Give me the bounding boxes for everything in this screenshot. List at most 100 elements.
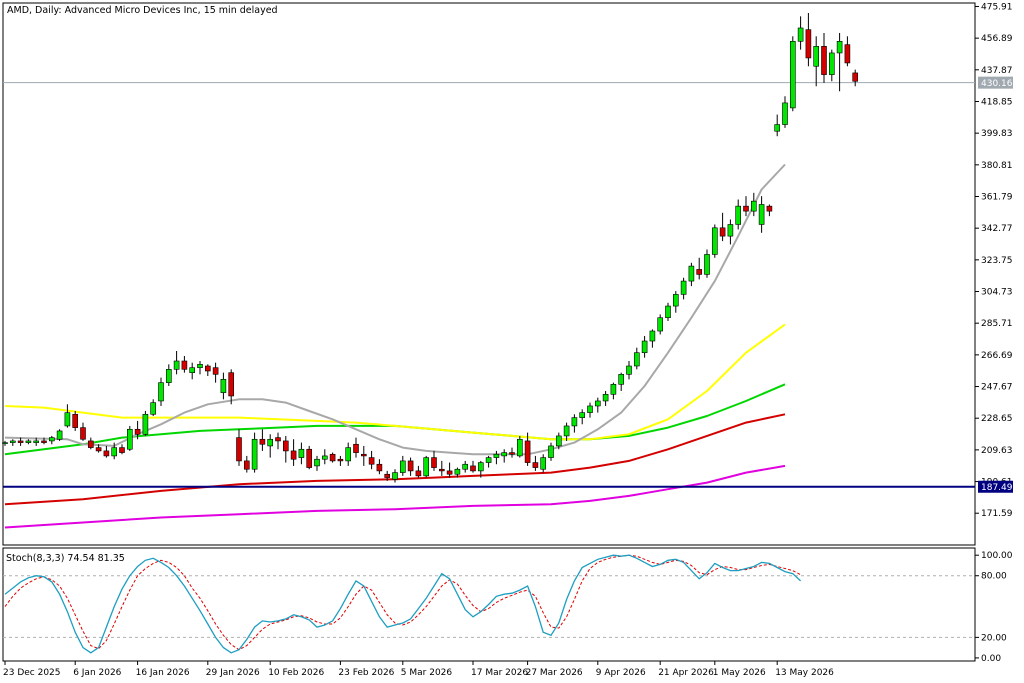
- price-tick-label: 361.79: [981, 193, 1013, 203]
- candle-body: [423, 457, 430, 477]
- candle-body: [236, 437, 242, 462]
- candle-up: [727, 219, 734, 245]
- candle-body: [88, 440, 94, 448]
- candle-body: [415, 470, 422, 477]
- candle-body: [758, 204, 765, 225]
- candle-up: [665, 302, 671, 322]
- candle-body: [680, 280, 687, 295]
- candle-body: [290, 450, 297, 460]
- price-tick-label: 304.73: [981, 288, 1013, 298]
- candle-body: [392, 472, 398, 480]
- candle-down: [134, 420, 141, 440]
- candle-body: [797, 27, 804, 42]
- candle-up: [2, 440, 8, 446]
- candle-body: [228, 372, 234, 397]
- stoch-signal-line: [4, 554, 801, 651]
- price-tick-label: 247.67: [981, 383, 1013, 393]
- candle-body: [672, 294, 679, 307]
- candle-body: [275, 437, 281, 442]
- candle-down: [181, 356, 188, 373]
- price-tick-label: 323.75: [981, 256, 1013, 266]
- candle-up: [579, 409, 586, 425]
- candle-body: [774, 124, 781, 132]
- candle-body: [766, 205, 773, 212]
- candle-body: [80, 427, 86, 440]
- candle-up: [25, 439, 32, 445]
- price-tick-label: 437.87: [981, 66, 1013, 76]
- candle-up: [789, 36, 796, 112]
- candle-up: [610, 382, 617, 400]
- candle-body: [563, 425, 570, 437]
- candle-up: [56, 429, 63, 441]
- price-tick-label: 380.81: [981, 161, 1013, 171]
- candle-up: [563, 422, 570, 441]
- candle-up: [493, 450, 500, 465]
- ma-short-line: [4, 163, 786, 456]
- price-tick-label: 266.69: [981, 351, 1013, 361]
- candle-body: [844, 44, 851, 64]
- candle-up: [587, 402, 593, 418]
- candle-up: [641, 336, 648, 358]
- candle-body: [407, 460, 414, 472]
- candle-body: [166, 369, 172, 383]
- candle-body: [821, 45, 827, 75]
- support-label: 187.49: [981, 483, 1013, 493]
- time-tick-label: 23 Feb 2026: [338, 668, 394, 678]
- candle-down: [80, 422, 86, 441]
- candle-down: [415, 465, 422, 478]
- candle-down: [353, 437, 359, 458]
- candle-down: [805, 12, 812, 67]
- candle-body: [618, 374, 625, 385]
- candle-body: [727, 224, 734, 237]
- candle-down: [470, 460, 476, 473]
- candle-down: [41, 437, 47, 445]
- candle-body: [173, 360, 180, 370]
- candle-body: [462, 463, 469, 470]
- candle-body: [142, 413, 149, 435]
- candle-up: [649, 329, 656, 348]
- candle-up: [602, 390, 609, 406]
- candle-body: [10, 440, 16, 443]
- price-axis: 475.91 456.89 437.87 418.85 399.83 380.81 361.…: [975, 2, 1013, 519]
- last-price-label: 430.16: [981, 79, 1013, 89]
- candle-up: [189, 362, 195, 380]
- candle-body: [587, 405, 593, 413]
- candle-body: [127, 428, 133, 450]
- candle-up: [423, 455, 430, 478]
- candle-up: [618, 372, 625, 391]
- candle-body: [282, 440, 289, 452]
- candlesticks: [2, 12, 859, 483]
- candle-up: [797, 16, 804, 50]
- candle-body: [477, 462, 484, 472]
- candle-body: [56, 430, 63, 440]
- time-tick-label: 5 Mar 2026: [401, 668, 453, 678]
- candle-up: [48, 435, 55, 445]
- time-tick-label: 10 Feb 2026: [268, 668, 324, 678]
- candle-body: [205, 365, 211, 372]
- time-tick-label: 17 Mar 2026: [471, 668, 528, 678]
- candle-down: [844, 36, 851, 67]
- candle-body: [119, 447, 125, 453]
- candle-down: [532, 455, 539, 471]
- candle-up: [555, 432, 562, 450]
- candle-body: [610, 384, 617, 395]
- candle-down: [88, 437, 94, 450]
- time-tick-label: 16 Jan 2026: [136, 668, 190, 678]
- stochastic-panel: 100.00 80.00 20.00 0.00 Stoch(8,3,3) 74.54 …: [2, 547, 1013, 664]
- candle-body: [259, 438, 266, 445]
- candle-body: [111, 447, 117, 457]
- candle-up: [10, 439, 16, 446]
- candle-body: [368, 457, 375, 465]
- price-tick-label: 399.83: [981, 129, 1013, 139]
- candle-body: [696, 269, 703, 275]
- candle-down: [446, 462, 453, 478]
- chart-title: AMD, Daily: Advanced Micro Devices Inc, …: [7, 5, 278, 16]
- stoch-lines: [4, 554, 802, 654]
- candle-body: [470, 465, 476, 472]
- candle-body: [782, 102, 788, 125]
- candle-down: [119, 444, 125, 455]
- time-tick-label: 21 Apr 2026: [658, 668, 714, 678]
- candle-up: [626, 361, 632, 380]
- candle-body: [220, 379, 227, 393]
